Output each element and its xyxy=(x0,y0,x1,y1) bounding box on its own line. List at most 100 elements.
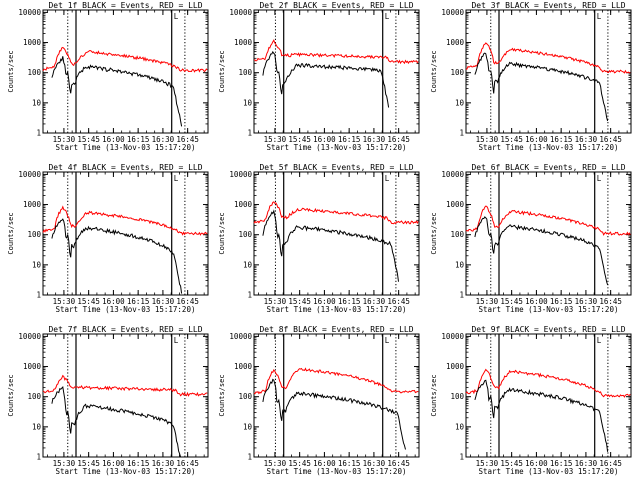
y-tick-label: 1 xyxy=(36,129,41,138)
y-tick-label: 10 xyxy=(455,260,465,269)
x-tick-label: 15:30 xyxy=(476,297,499,306)
y-tick-label: 1 xyxy=(459,453,464,462)
series-lld-trace xyxy=(42,374,208,397)
panel-2: Det 2f BLACK = Events, RED = LLD 1 10 100 10… xyxy=(218,1,420,152)
y-tick-label: 10 xyxy=(32,260,42,269)
x-axis-title: Start Time (13-Nov-03 15:17:20) xyxy=(267,467,407,476)
interval-mark-label: L xyxy=(597,336,602,345)
series-lld-trace xyxy=(253,201,419,225)
x-tick-label: 16:45 xyxy=(599,135,622,144)
y-tick-label: 1 xyxy=(459,129,464,138)
panel-title: Det 9f BLACK = Events, RED = LLD xyxy=(471,325,625,334)
panel-title: Det 2f BLACK = Events, RED = LLD xyxy=(259,1,413,10)
y-axis-title: Counts/sec xyxy=(430,212,438,254)
y-tick-label: 1000 xyxy=(446,38,465,47)
y-tick-label: 100 xyxy=(238,392,252,401)
y-tick-label: 10 xyxy=(243,98,253,107)
y-axis-title: Counts/sec xyxy=(430,50,438,92)
y-tick-label: 10000 xyxy=(229,332,252,341)
y-tick-label: 1000 xyxy=(23,362,42,371)
y-tick-label: 1000 xyxy=(446,362,465,371)
x-tick-label: 16:15 xyxy=(338,297,361,306)
y-tick-label: 100 xyxy=(450,68,464,77)
y-tick-label: 100 xyxy=(238,230,252,239)
x-tick-label: 16:45 xyxy=(387,459,410,468)
x-tick-label: 16:30 xyxy=(363,135,386,144)
x-axis-title: Start Time (13-Nov-03 15:17:20) xyxy=(56,467,196,476)
x-tick-label: 15:45 xyxy=(77,459,100,468)
y-tick-label: 1000 xyxy=(446,200,465,209)
series-lld-trace xyxy=(42,46,208,73)
panel-title: Det 7f BLACK = Events, RED = LLD xyxy=(48,325,202,334)
y-tick-label: 10 xyxy=(32,422,42,431)
y-tick-label: 10000 xyxy=(18,332,41,341)
y-tick-label: 100 xyxy=(27,230,41,239)
x-tick-label: 15:45 xyxy=(288,135,311,144)
x-tick-label: 16:45 xyxy=(387,297,410,306)
x-axis-title: Start Time (13-Nov-03 15:17:20) xyxy=(479,467,619,476)
panel-title: Det 3f BLACK = Events, RED = LLD xyxy=(471,1,625,10)
panel-6: Det 6f BLACK = Events, RED = LLD 1 10 100 10… xyxy=(430,163,632,314)
panel-9: Det 9f BLACK = Events, RED = LLD 1 10 100 10… xyxy=(430,325,632,476)
series-events-trace xyxy=(262,378,406,450)
series-events-trace xyxy=(51,218,183,294)
y-tick-label: 1 xyxy=(247,453,252,462)
interval-mark-label: L xyxy=(597,174,602,183)
y-tick-label: 1 xyxy=(36,453,41,462)
y-tick-label: 10000 xyxy=(18,8,41,17)
y-tick-label: 100 xyxy=(238,68,252,77)
y-axis-title: Counts/sec xyxy=(7,212,15,254)
interval-mark-label: L xyxy=(174,174,179,183)
panel-5: Det 5f BLACK = Events, RED = LLD 1 10 100 10… xyxy=(218,163,420,314)
x-tick-label: 15:30 xyxy=(264,297,287,306)
interval-mark-label: L xyxy=(597,12,602,21)
x-tick-label: 15:30 xyxy=(264,135,287,144)
x-tick-label: 16:15 xyxy=(550,459,573,468)
series-events-trace xyxy=(51,386,182,458)
series-lld-trace xyxy=(253,367,419,395)
x-tick-label: 16:45 xyxy=(176,459,199,468)
y-tick-label: 1000 xyxy=(23,38,42,47)
interval-mark-label: L xyxy=(385,174,390,183)
y-tick-label: 1 xyxy=(459,291,464,300)
x-axis-title: Start Time (13-Nov-03 15:17:20) xyxy=(479,143,619,152)
x-tick-label: 16:00 xyxy=(102,459,125,468)
y-tick-label: 1 xyxy=(36,291,41,300)
x-tick-label: 16:30 xyxy=(152,297,175,306)
panel-title: Det 4f BLACK = Events, RED = LLD xyxy=(48,163,202,172)
x-tick-label: 16:00 xyxy=(525,297,548,306)
x-tick-label: 16:00 xyxy=(525,459,548,468)
panel-3: Det 3f BLACK = Events, RED = LLD 1 10 100 10… xyxy=(430,1,632,152)
x-tick-label: 16:15 xyxy=(127,459,150,468)
x-tick-label: 16:15 xyxy=(338,459,361,468)
x-tick-label: 16:00 xyxy=(313,297,336,306)
x-tick-label: 16:30 xyxy=(152,135,175,144)
plot-frame xyxy=(42,171,209,296)
y-tick-label: 10 xyxy=(243,260,253,269)
x-tick-label: 15:45 xyxy=(500,297,523,306)
x-tick-label: 16:15 xyxy=(127,297,150,306)
y-tick-label: 10000 xyxy=(18,170,41,179)
y-tick-label: 10 xyxy=(243,422,253,431)
y-tick-label: 10 xyxy=(32,98,42,107)
series-events-trace xyxy=(51,56,183,127)
y-tick-label: 10 xyxy=(455,98,465,107)
x-tick-label: 15:45 xyxy=(288,459,311,468)
panel-7: Det 7f BLACK = Events, RED = LLD 1 10 100 10… xyxy=(7,325,209,476)
plot-frame xyxy=(42,333,209,458)
x-tick-label: 16:30 xyxy=(363,459,386,468)
y-tick-label: 1000 xyxy=(234,200,253,209)
series-events-trace xyxy=(262,209,399,282)
panel-1: Det 1f BLACK = Events, RED = LLD 1 10 100 10… xyxy=(7,1,209,152)
x-tick-label: 16:00 xyxy=(525,135,548,144)
x-tick-label: 15:45 xyxy=(500,135,523,144)
x-tick-label: 16:15 xyxy=(550,135,573,144)
series-events-trace xyxy=(474,379,609,452)
plot-frame xyxy=(253,171,420,296)
panel-8: Det 8f BLACK = Events, RED = LLD 1 10 100 10… xyxy=(218,325,420,476)
x-tick-label: 16:30 xyxy=(575,297,598,306)
x-tick-label: 16:00 xyxy=(102,135,125,144)
interval-mark-label: L xyxy=(385,12,390,21)
x-tick-label: 16:45 xyxy=(176,297,199,306)
series-lld-trace xyxy=(465,205,631,236)
